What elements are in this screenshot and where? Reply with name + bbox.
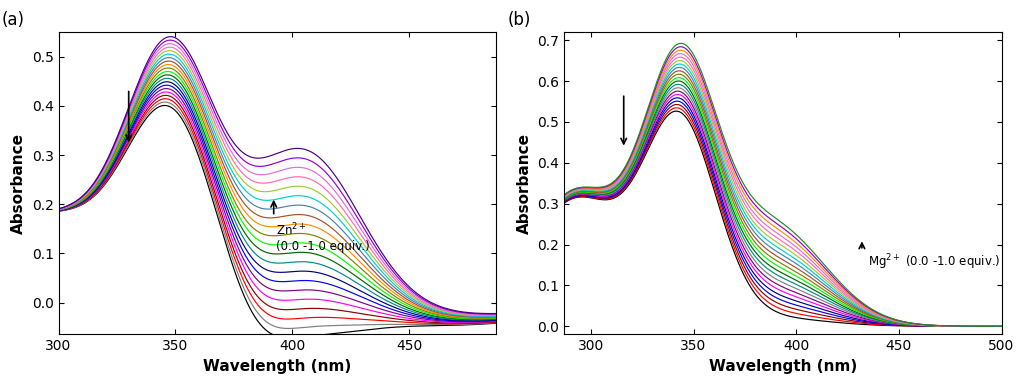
Text: (b): (b) [508,11,530,29]
Y-axis label: Absorbance: Absorbance [11,133,26,234]
Y-axis label: Absorbance: Absorbance [517,133,531,234]
Text: (a): (a) [2,11,25,29]
X-axis label: Wavelength (nm): Wavelength (nm) [203,359,352,374]
Text: Zn$^{2+}$
(0.0 -1.0 equiv.): Zn$^{2+}$ (0.0 -1.0 equiv.) [276,221,370,253]
X-axis label: Wavelength (nm): Wavelength (nm) [708,359,857,374]
Text: Mg$^{2+}$ (0.0 -1.0 equiv.): Mg$^{2+}$ (0.0 -1.0 equiv.) [869,253,1001,272]
